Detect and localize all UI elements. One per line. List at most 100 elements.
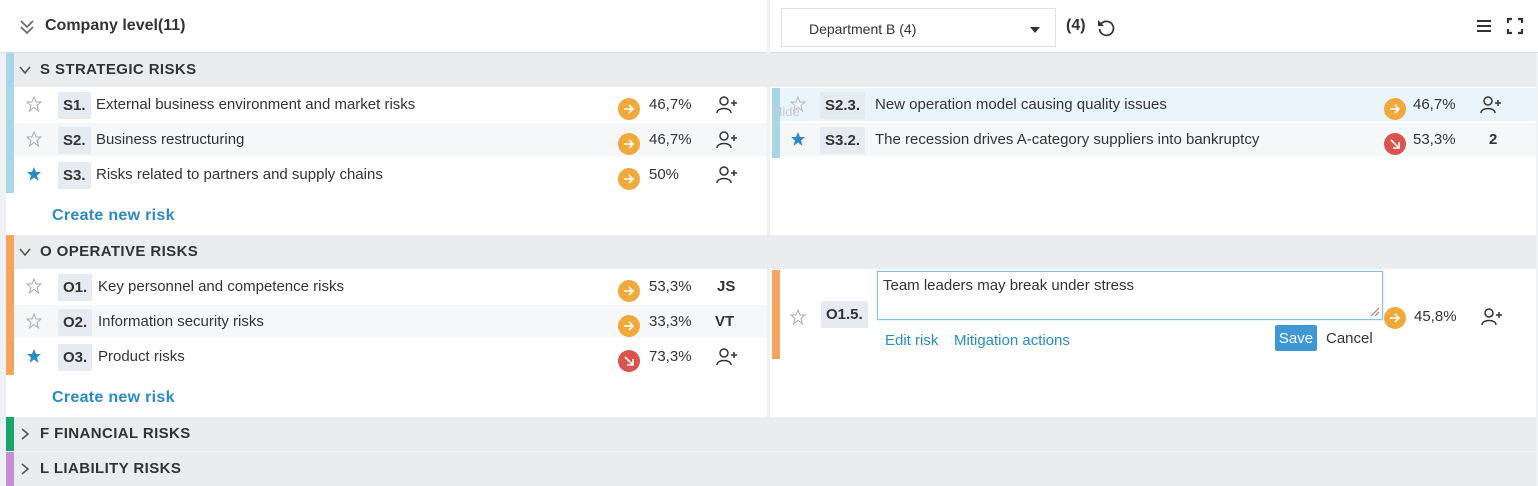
trend-flat-icon [1384, 98, 1406, 120]
risk-title[interactable]: The recession drives A-category supplier… [875, 131, 1260, 148]
menu-icon[interactable] [1475, 17, 1493, 35]
department-select-value: Department B (4) [809, 21, 917, 37]
risk-title[interactable]: Information security risks [98, 313, 264, 330]
refresh-icon[interactable] [1096, 18, 1116, 38]
section-header-strategic[interactable]: S STRATEGIC RISKS [6, 53, 1536, 87]
star-outline-icon[interactable] [26, 278, 42, 294]
risk-percent: 33,3% [649, 313, 692, 330]
risk-code: S2. [58, 127, 91, 154]
trend-down-icon [618, 350, 640, 372]
resize-grip-icon[interactable] [1368, 305, 1380, 317]
trend-flat-icon [618, 280, 640, 302]
star-outline-icon[interactable] [26, 313, 42, 329]
section-color-bar [772, 88, 780, 158]
section-title: O OPERATIVE RISKS [40, 243, 199, 260]
section-title: F FINANCIAL RISKS [40, 425, 191, 442]
risk-code: O3. [58, 344, 93, 371]
trend-flat-icon [618, 133, 640, 155]
risk-code: S3. [58, 162, 91, 189]
section-color-bar [6, 417, 14, 451]
risk-code: O2. [58, 309, 93, 336]
star-outline-icon[interactable] [790, 96, 806, 112]
risk-owner[interactable]: JS [717, 278, 736, 295]
risk-title[interactable]: Product risks [98, 348, 185, 365]
hide-label[interactable]: Hide [773, 104, 800, 119]
cancel-button[interactable]: Cancel [1326, 330, 1373, 347]
risk-percent: 46,7% [1413, 96, 1456, 113]
trend-down-icon [1384, 133, 1406, 155]
risk-title[interactable]: Key personnel and competence risks [98, 278, 344, 295]
risk-percent: 53,3% [1413, 131, 1456, 148]
trend-flat-icon [618, 98, 640, 120]
section-color-bar [6, 53, 14, 87]
star-filled-icon[interactable] [26, 166, 42, 182]
top-bar: Company level(11) Department B (4) (4) [0, 0, 1538, 53]
risk-title[interactable]: New operation model causing quality issu… [875, 96, 1167, 113]
section-color-bar [6, 87, 14, 193]
create-new-risk-link[interactable]: Create new risk [52, 207, 175, 224]
chevron-right-icon[interactable] [18, 462, 32, 476]
risk-percent: 53,3% [649, 278, 692, 295]
create-new-risk-link[interactable]: Create new risk [52, 389, 175, 406]
section-header-financial[interactable]: F FINANCIAL RISKS [6, 417, 1536, 451]
trend-flat-icon [618, 168, 640, 190]
risk-row[interactable]: S2.3. New operation model causing qualit… [780, 88, 1536, 121]
risk-percent: 45,8% [1414, 308, 1457, 325]
star-outline-icon[interactable] [26, 96, 42, 112]
add-user-icon[interactable] [716, 165, 738, 185]
star-filled-icon[interactable] [790, 131, 806, 147]
add-user-icon[interactable] [716, 95, 738, 115]
risk-row[interactable]: O1. Key personnel and competence risks 5… [14, 270, 767, 303]
risk-title[interactable]: Risks related to partners and supply cha… [96, 166, 383, 183]
collapse-all-icon[interactable] [18, 18, 36, 36]
risk-percent: 46,7% [649, 96, 692, 113]
risk-title-editor[interactable]: Team leaders may break under stress [877, 271, 1383, 320]
risk-code: S1. [58, 92, 91, 119]
risk-title-textarea[interactable]: Team leaders may break under stress [878, 272, 1382, 319]
star-filled-icon[interactable] [26, 348, 42, 364]
chevron-down-icon[interactable] [18, 63, 32, 77]
risk-row[interactable]: O3. Product risks 73,3% [14, 340, 767, 373]
risk-code: O1.5. [821, 301, 868, 328]
add-user-icon[interactable] [1480, 95, 1502, 115]
edit-risk-link[interactable]: Edit risk [885, 332, 939, 349]
section-title: L LIABILITY RISKS [40, 460, 182, 477]
company-level-title: Company level(11) [45, 17, 186, 34]
section-header-operative[interactable]: O OPERATIVE RISKS [6, 235, 1536, 269]
chevron-right-icon[interactable] [18, 427, 32, 441]
risk-row[interactable]: O2. Information security risks 33,3% VT [14, 305, 767, 338]
risk-code: O1. [58, 274, 93, 301]
risk-row[interactable]: S3.2. The recession drives A-category su… [780, 123, 1536, 156]
risk-row[interactable]: S1. External business environment and ma… [14, 88, 767, 121]
section-title: S STRATEGIC RISKS [40, 61, 197, 78]
section-color-bar [772, 270, 780, 359]
risk-percent: 46,7% [649, 131, 692, 148]
star-outline-icon[interactable] [26, 131, 42, 147]
department-count: (4) [1066, 17, 1086, 34]
save-button[interactable]: Save [1275, 325, 1317, 351]
section-color-bar [6, 269, 14, 375]
add-user-icon[interactable] [716, 130, 738, 150]
risk-code: S3.2. [820, 127, 866, 154]
department-select[interactable]: Department B (4) [781, 8, 1056, 47]
add-user-icon[interactable] [716, 347, 738, 367]
panel-divider [767, 0, 770, 53]
caret-down-icon [1030, 27, 1040, 33]
risk-owner[interactable]: VT [715, 313, 735, 330]
trend-flat-icon [1384, 307, 1406, 329]
risk-row[interactable]: S3. Risks related to partners and supply… [14, 158, 767, 191]
mitigation-actions-link[interactable]: Mitigation actions [954, 332, 1070, 349]
fullscreen-icon[interactable] [1506, 17, 1524, 35]
section-header-liability[interactable]: L LIABILITY RISKS [6, 452, 1536, 486]
risk-title[interactable]: External business environment and market… [96, 96, 416, 113]
risk-owner[interactable]: 2 [1489, 131, 1498, 148]
operative-left-panel: O1. Key personnel and competence risks 5… [6, 269, 767, 418]
trend-flat-icon [618, 315, 640, 337]
risk-row[interactable]: S2. Business restructuring 46,7% [14, 123, 767, 156]
star-outline-icon[interactable] [790, 309, 806, 325]
risk-title[interactable]: Business restructuring [96, 131, 245, 148]
risk-code: S2.3. [820, 92, 866, 119]
add-user-icon[interactable] [1481, 307, 1503, 327]
chevron-down-icon[interactable] [18, 245, 32, 259]
strategic-left-panel: S1. External business environment and ma… [6, 87, 767, 236]
